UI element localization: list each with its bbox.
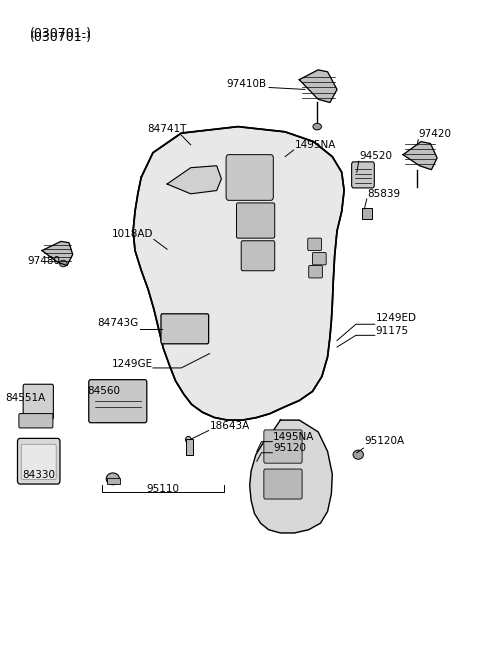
Polygon shape — [250, 420, 332, 533]
Bar — [186, 439, 193, 455]
Text: 84741T: 84741T — [147, 124, 187, 134]
FancyBboxPatch shape — [89, 380, 147, 422]
Polygon shape — [299, 70, 337, 102]
Text: (030701-): (030701-) — [30, 31, 92, 44]
FancyBboxPatch shape — [17, 438, 60, 484]
Text: 95120A: 95120A — [364, 436, 405, 445]
Ellipse shape — [313, 123, 322, 130]
FancyBboxPatch shape — [161, 314, 209, 344]
FancyBboxPatch shape — [23, 384, 53, 419]
Text: 18643A: 18643A — [210, 421, 250, 430]
FancyBboxPatch shape — [309, 265, 323, 278]
Text: 1495NA: 1495NA — [295, 140, 336, 150]
Text: 95120: 95120 — [273, 443, 306, 453]
FancyBboxPatch shape — [264, 430, 302, 463]
Text: 84330: 84330 — [22, 470, 55, 479]
Ellipse shape — [353, 450, 363, 459]
Ellipse shape — [60, 260, 67, 267]
FancyBboxPatch shape — [237, 203, 275, 238]
Text: 97410B: 97410B — [226, 79, 266, 90]
Text: 97420: 97420 — [418, 129, 451, 139]
Text: 84560: 84560 — [87, 386, 120, 396]
Polygon shape — [403, 141, 437, 170]
Text: 91175: 91175 — [376, 326, 409, 336]
Text: 1249ED: 1249ED — [376, 313, 417, 323]
Text: 1495NA: 1495NA — [273, 432, 315, 441]
FancyBboxPatch shape — [264, 469, 302, 499]
FancyBboxPatch shape — [226, 155, 273, 200]
Polygon shape — [42, 242, 72, 265]
Ellipse shape — [185, 436, 191, 443]
FancyBboxPatch shape — [19, 413, 53, 428]
FancyBboxPatch shape — [352, 162, 374, 188]
Bar — [107, 477, 120, 484]
FancyBboxPatch shape — [361, 208, 372, 219]
Polygon shape — [167, 166, 221, 194]
Text: 84551A: 84551A — [5, 392, 46, 403]
Polygon shape — [133, 126, 344, 420]
FancyBboxPatch shape — [308, 238, 322, 251]
Text: 94520: 94520 — [360, 151, 393, 161]
Text: 1018AD: 1018AD — [111, 229, 153, 240]
FancyBboxPatch shape — [312, 252, 326, 265]
Text: 1249GE: 1249GE — [112, 359, 153, 369]
Ellipse shape — [106, 473, 120, 485]
Text: 95110: 95110 — [146, 484, 179, 494]
Text: 84743G: 84743G — [97, 318, 139, 328]
FancyBboxPatch shape — [241, 241, 275, 271]
Text: (030701-): (030701-) — [30, 28, 92, 41]
Text: 85839: 85839 — [368, 189, 401, 199]
Text: 97480: 97480 — [27, 255, 60, 265]
FancyBboxPatch shape — [21, 444, 56, 479]
